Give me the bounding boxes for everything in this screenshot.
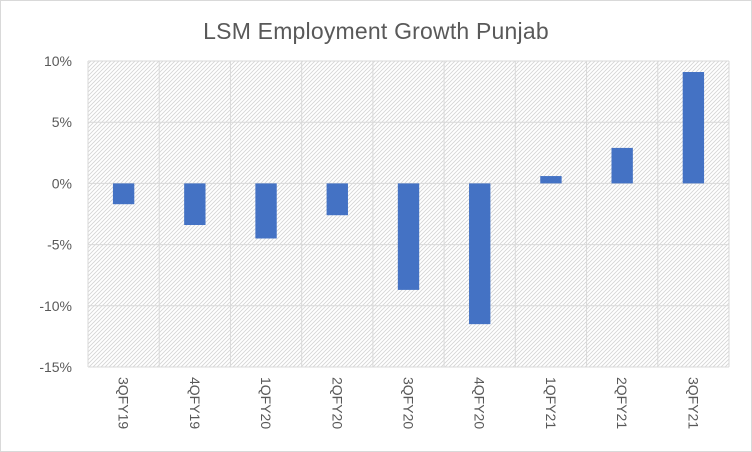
bar-3QFY21: [682, 72, 705, 184]
y-tick-label: -10%: [39, 298, 72, 314]
x-tick-label: 2QFY20: [329, 377, 345, 429]
y-axis-ticks: 10% 5% 0% -5% -10% -15%: [39, 53, 72, 375]
y-tick-label: -5%: [47, 237, 72, 253]
x-tick-label: 1QFY21: [543, 377, 559, 429]
x-tick-label: 2QFY21: [614, 377, 630, 429]
y-tick-label: -15%: [39, 359, 72, 375]
bar-3QFY20: [397, 183, 420, 290]
bar-1QFY21: [540, 176, 562, 184]
y-tick-label: 0%: [52, 175, 72, 191]
chart-title: LSM Employment Growth Punjab: [203, 18, 549, 44]
x-tick-label: 1QFY20: [258, 377, 274, 429]
bar-3QFY19: [112, 183, 135, 205]
bar-2QFY20: [326, 183, 348, 216]
y-tick-label: 5%: [52, 114, 72, 130]
bar-4QFY20: [469, 183, 491, 325]
bar-4QFY19: [184, 183, 206, 226]
x-tick-label: 4QFY20: [472, 377, 488, 429]
bar-2QFY21: [611, 147, 633, 184]
x-tick-label: 3QFY21: [685, 377, 701, 429]
bar-1QFY20: [255, 183, 277, 239]
x-tick-label: 3QFY19: [116, 377, 132, 429]
x-tick-label: 3QFY20: [401, 377, 417, 429]
bars: [112, 72, 705, 325]
x-axis-ticks: 3QFY19 4QFY19 1QFY20 2QFY20 3QFY20 4QFY20 1QFY…: [116, 377, 702, 429]
x-tick-label: 4QFY19: [187, 377, 203, 429]
y-tick-label: 10%: [44, 53, 72, 69]
